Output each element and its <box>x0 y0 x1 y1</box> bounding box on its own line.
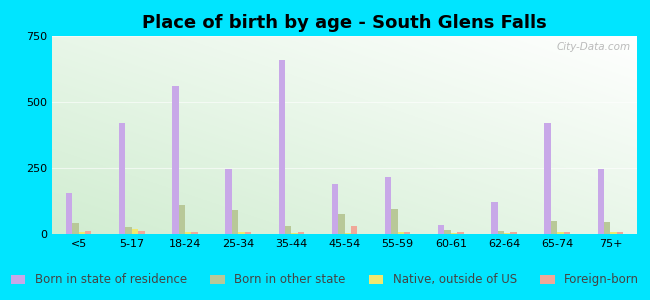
Bar <box>332 184 338 234</box>
Bar <box>457 232 463 234</box>
Bar <box>79 232 85 234</box>
Bar <box>338 214 344 234</box>
Bar <box>185 232 191 234</box>
Legend: Born in state of residence, Born in other state, Native, outside of US, Foreign-: Born in state of residence, Born in othe… <box>6 269 644 291</box>
Bar <box>344 233 351 234</box>
Bar <box>291 233 298 234</box>
Bar <box>66 193 72 234</box>
Bar <box>438 225 445 234</box>
Bar <box>279 60 285 234</box>
Bar <box>85 231 92 234</box>
Bar <box>498 231 504 234</box>
Bar <box>510 232 517 234</box>
Bar <box>125 227 132 234</box>
Bar <box>244 232 251 234</box>
Bar <box>617 232 623 234</box>
Bar <box>232 210 238 234</box>
Bar <box>504 233 510 234</box>
Bar <box>491 202 498 234</box>
Title: Place of birth by age - South Glens Falls: Place of birth by age - South Glens Fall… <box>142 14 547 32</box>
Bar <box>451 233 457 234</box>
Bar <box>610 232 617 234</box>
Bar <box>72 224 79 234</box>
Bar <box>545 123 551 234</box>
Bar <box>597 169 604 234</box>
Bar <box>172 86 179 234</box>
Bar <box>385 177 391 234</box>
Bar <box>132 229 138 234</box>
Bar <box>119 123 125 234</box>
Bar <box>604 222 610 234</box>
Bar <box>557 232 564 234</box>
Bar <box>564 232 570 234</box>
Bar <box>298 232 304 234</box>
Bar <box>179 205 185 234</box>
Bar <box>138 231 144 234</box>
Bar <box>404 232 410 234</box>
Bar <box>351 226 358 234</box>
Bar <box>391 209 398 234</box>
Bar <box>445 230 451 234</box>
Bar <box>285 226 291 234</box>
Bar <box>191 232 198 234</box>
Text: City-Data.com: City-Data.com <box>557 42 631 52</box>
Bar <box>226 169 232 234</box>
Bar <box>238 232 244 234</box>
Bar <box>551 221 557 234</box>
Bar <box>398 232 404 234</box>
